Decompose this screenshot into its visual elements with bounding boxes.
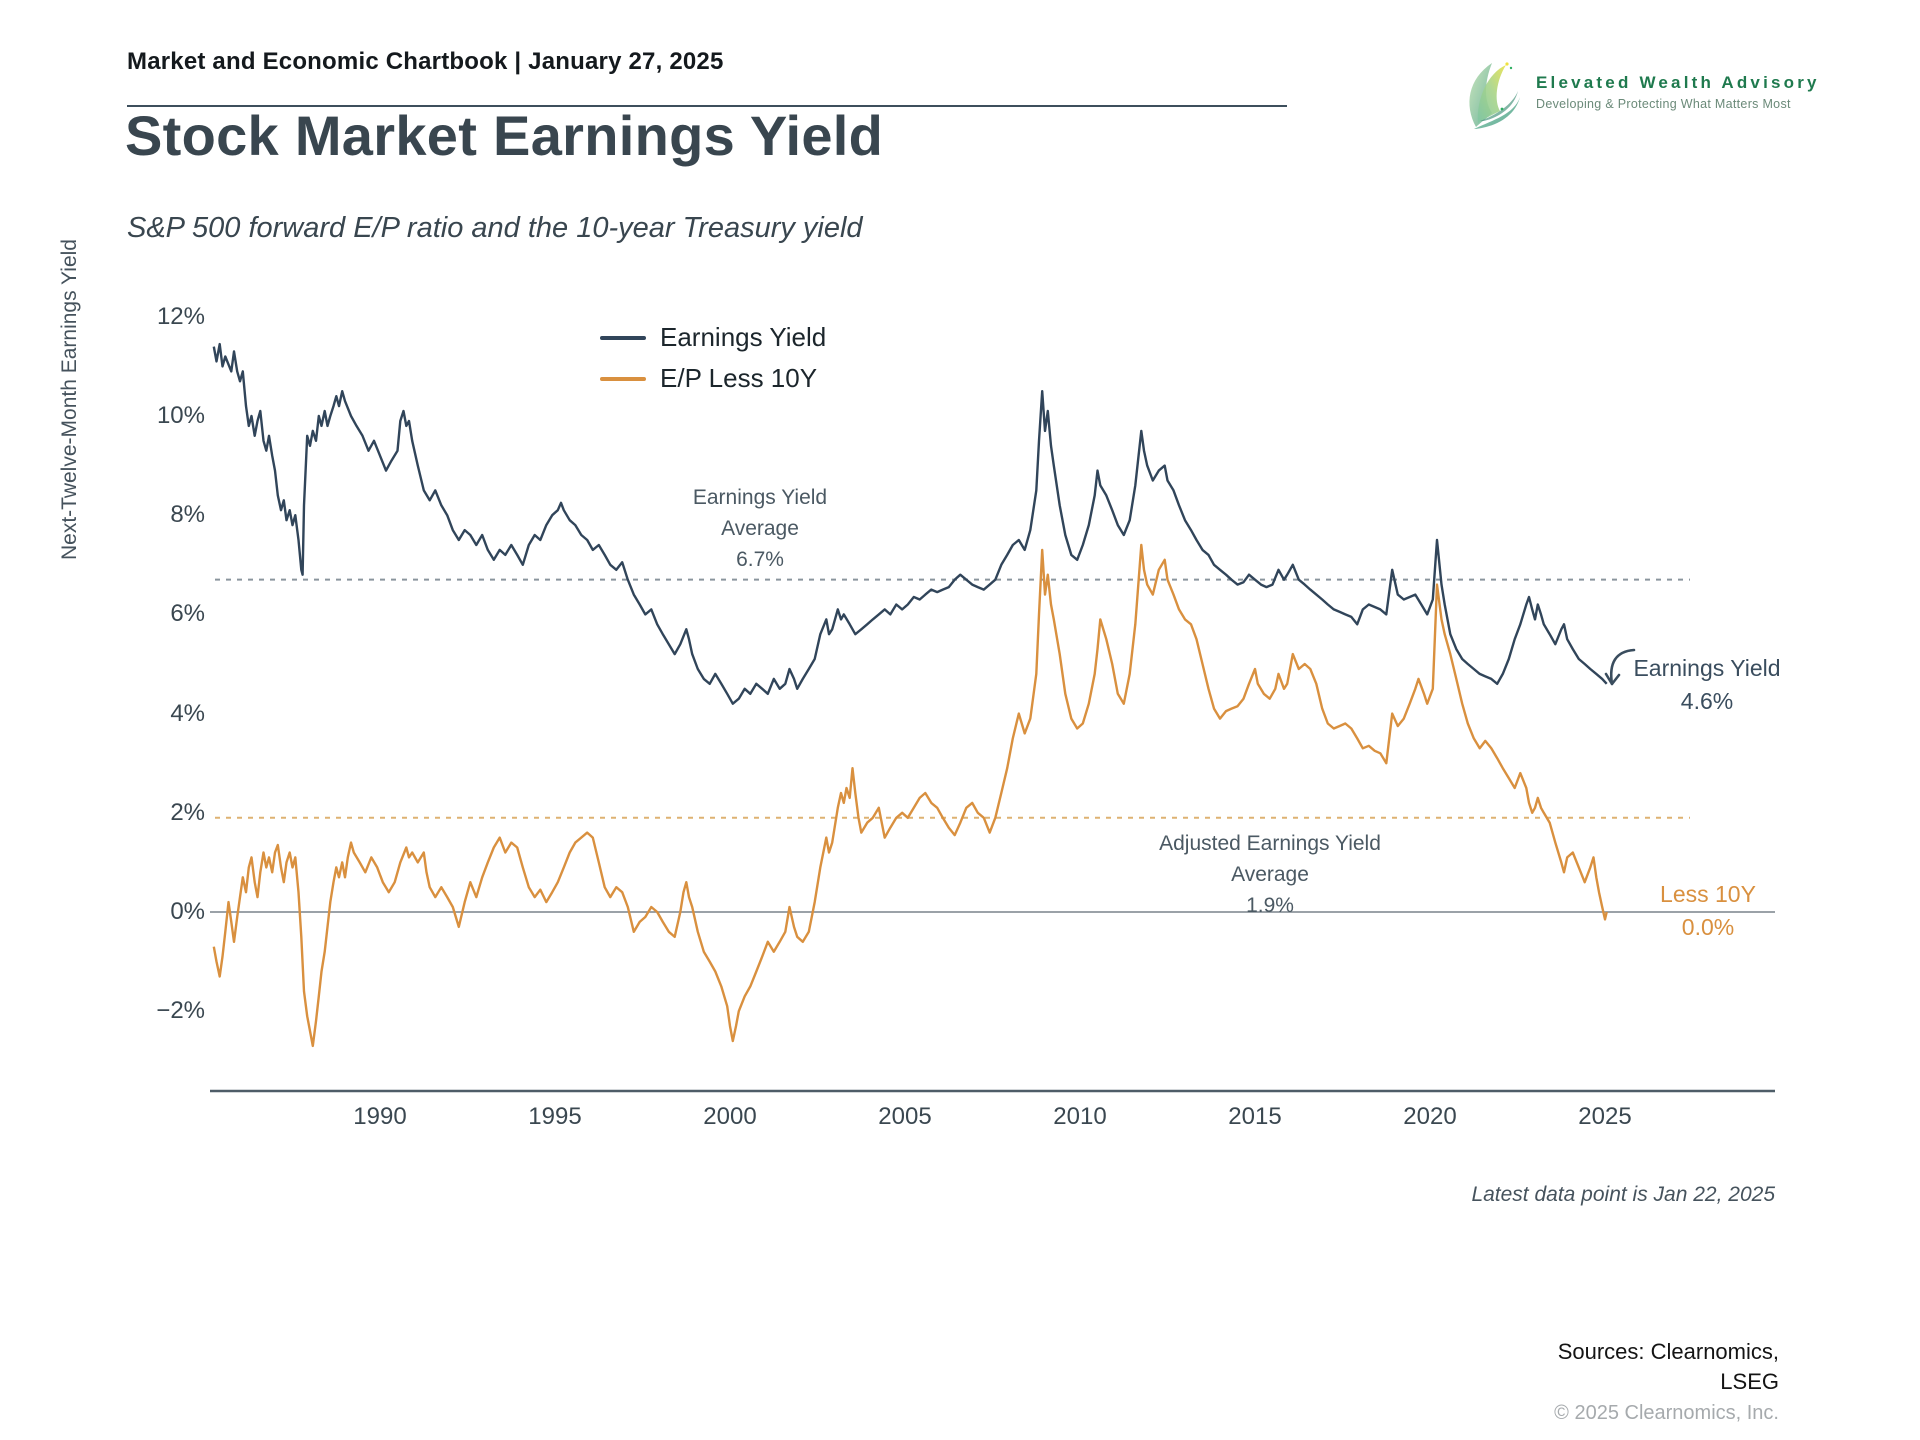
end-label-name: Earnings Yield [1633, 655, 1781, 681]
copyright-note: © 2025 Clearnomics, Inc. [1554, 1402, 1779, 1424]
ep-less-10y-line-swatch [600, 376, 646, 381]
less-10y-end-label: Less 10Y 0.0% [1628, 878, 1788, 944]
y-tick-8: 8% [170, 501, 205, 529]
x-tick-2025: 2025 [1578, 1103, 1632, 1130]
y-tick-6: 6% [170, 600, 205, 628]
y-tick-−2: −2% [156, 997, 205, 1025]
sources-line: LSEG [1720, 1369, 1779, 1394]
y-tick-0: 0% [170, 898, 205, 925]
end-label-arrow-icon [1604, 648, 1636, 686]
sources-line: Sources: Clearnomics, [1557, 1339, 1779, 1364]
adjusted-earnings-yield-average-annotation: Adjusted Earnings Yield Average 1.9% [1110, 828, 1430, 921]
earnings-yield-line-swatch [600, 335, 646, 340]
annotation-line: Adjusted Earnings Yield [1159, 832, 1381, 855]
y-tick-4: 4% [170, 699, 205, 727]
page-subtitle: S&P 500 forward E/P ratio and the 10-yea… [127, 212, 863, 244]
annotation-line: Average [721, 517, 799, 540]
legend-item-earnings-yield: Earnings Yield [600, 322, 826, 353]
legend-item-ep-less-10y: E/P Less 10Y [600, 363, 817, 394]
x-tick-2020: 2020 [1403, 1103, 1457, 1130]
logo-tagline: Developing & Protecting What Matters Mos… [1536, 97, 1791, 111]
legend-label-ep-less-10y: E/P Less 10Y [660, 363, 818, 393]
annotation-value: 1.9% [1246, 894, 1294, 917]
earnings-yield-end-label: Earnings Yield 4.6% [1622, 652, 1792, 718]
y-tick-12: 12% [156, 302, 205, 330]
latest-data-footnote: Latest data point is Jan 22, 2025 [1471, 1183, 1775, 1206]
leaf-logo-icon [1469, 62, 1520, 129]
logo-company-name: Elevated Wealth Advisory [1536, 73, 1820, 92]
end-label-value: 0.0% [1681, 914, 1735, 940]
y-tick-10: 10% [156, 402, 205, 429]
end-label-name: Less 10Y [1660, 881, 1756, 907]
series-line-earnings-yield [212, 342, 1608, 705]
x-tick-2000: 2000 [703, 1103, 757, 1130]
x-tick-2010: 2010 [1053, 1103, 1107, 1130]
annotation-value: 6.7% [736, 548, 784, 571]
series-line-e-p-less-10y [212, 543, 1608, 1048]
page-title: Stock Market Earnings Yield [125, 104, 884, 167]
company-logo: Elevated Wealth Advisory Developing & Pr… [1462, 55, 1817, 133]
legend-label-earnings-yield: Earnings Yield [660, 322, 827, 352]
x-tick-1995: 1995 [528, 1103, 582, 1130]
chartbook-header: Market and Economic Chartbook | January … [127, 48, 724, 75]
end-label-value: 4.6% [1680, 688, 1734, 714]
y-tick-2: 2% [170, 798, 205, 826]
sources-note: Sources: Clearnomics, LSEG [1558, 1337, 1779, 1397]
x-tick-2015: 2015 [1228, 1103, 1282, 1130]
header-divider [127, 105, 1287, 107]
x-tick-2005: 2005 [878, 1103, 932, 1130]
annotation-line: Average [1231, 863, 1309, 886]
annotation-line: Earnings Yield [692, 486, 828, 509]
earnings-yield-average-annotation: Earnings Yield Average 6.7% [645, 482, 875, 575]
x-tick-1990: 1990 [353, 1103, 407, 1130]
